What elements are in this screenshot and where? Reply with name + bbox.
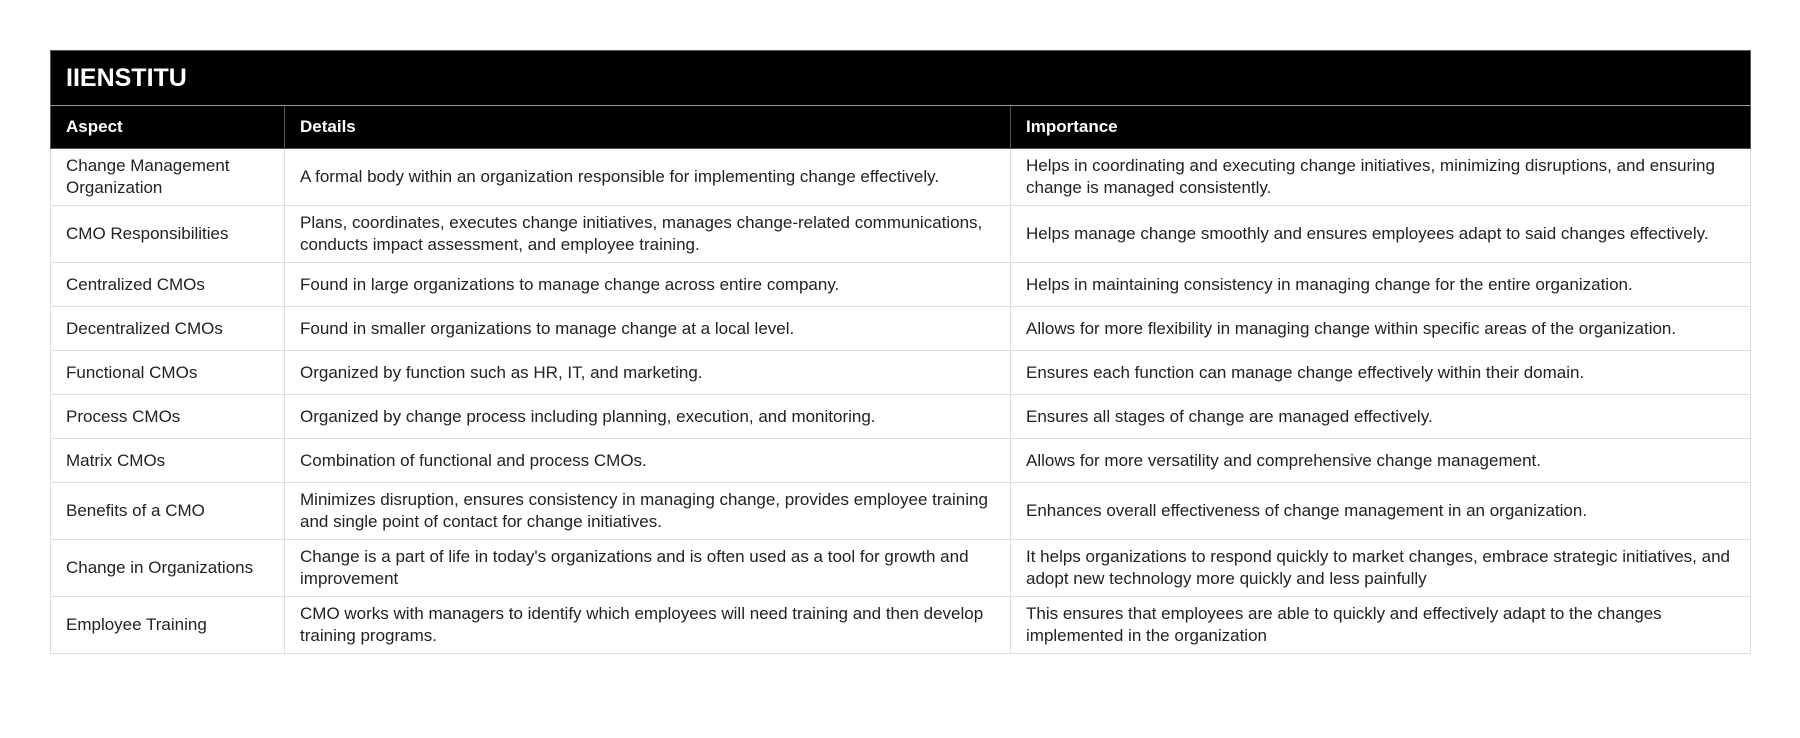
table-cell: Centralized CMOs [50, 262, 285, 307]
table-row: Process CMOs Organized by change process … [50, 394, 1752, 439]
table-row: CMO Responsibilities Plans, coordinates, … [50, 205, 1752, 263]
table-cell: Found in smaller organizations to manage… [284, 306, 1011, 351]
table-cell: Benefits of a CMO [50, 482, 285, 540]
table-cell: Functional CMOs [50, 350, 285, 395]
table-cell: Decentralized CMOs [50, 306, 285, 351]
table-cell: It helps organizations to respond quickl… [1009, 539, 1752, 597]
table-row: Functional CMOs Organized by function suc… [50, 350, 1752, 395]
table-body: Change Management Organization A formal b… [50, 148, 1752, 654]
table-row: Decentralized CMOs Found in smaller organ… [50, 306, 1752, 351]
table-row: Employee Training CMO works with managers… [50, 596, 1752, 654]
table-cell: Minimizes disruption, ensures consistenc… [284, 482, 1011, 540]
table-cell: Change in Organizations [50, 539, 285, 597]
table-cell: Change is a part of life in today's orga… [284, 539, 1011, 597]
table-row: Benefits of a CMO Minimizes disruption, e… [50, 482, 1752, 540]
column-header: Details [284, 105, 1011, 149]
table-cell: Matrix CMOs [50, 438, 285, 483]
header-row: Aspect Details Importance [50, 105, 1752, 149]
table-row: Centralized CMOs Found in large organizat… [50, 262, 1752, 307]
table-cell: Employee Training [50, 596, 285, 654]
table-cell: Ensures each function can manage change … [1009, 350, 1752, 395]
table-row: Matrix CMOs Combination of functional and… [50, 438, 1752, 483]
table-cell: Combination of functional and process CM… [284, 438, 1011, 483]
table-cell: Plans, coordinates, executes change init… [284, 205, 1011, 263]
table-cell: Organized by change process including pl… [284, 394, 1011, 439]
table-cell: Allows for more flexibility in managing … [1009, 306, 1752, 351]
table-cell: CMO Responsibilities [50, 205, 285, 263]
table: IIENSTITU Aspect Details Importance Change… [49, 50, 1752, 654]
column-header: Aspect [50, 105, 285, 149]
table-cell: A formal body within an organization res… [284, 148, 1011, 206]
title-row: IIENSTITU [49, 50, 1752, 106]
table-cell: CMO works with managers to identify whic… [284, 596, 1011, 654]
table-cell: Found in large organizations to manage c… [284, 262, 1011, 307]
table-row: Change Management Organization A formal b… [50, 148, 1752, 206]
table-cell: Ensures all stages of change are managed… [1009, 394, 1752, 439]
table-cell: Process CMOs [50, 394, 285, 439]
table-cell: Helps manage change smoothly and ensures… [1009, 205, 1752, 263]
table-cell: Enhances overall effectiveness of change… [1009, 482, 1752, 540]
table-row: Change in Organizations Change is a part … [50, 539, 1752, 597]
table-cell: Change Management Organization [50, 148, 285, 206]
table-cell: Organized by function such as HR, IT, an… [284, 350, 1011, 395]
column-header: Importance [1009, 105, 1752, 149]
table-cell: Helps in coordinating and executing chan… [1009, 148, 1752, 206]
table-container: IIENSTITU Aspect Details Importance Change… [49, 50, 1752, 654]
table-cell: Allows for more versatility and comprehe… [1009, 438, 1752, 483]
table-cell: This ensures that employees are able to … [1009, 596, 1752, 654]
table-title: IIENSTITU [49, 50, 1752, 106]
table-cell: Helps in maintaining consistency in mana… [1009, 262, 1752, 307]
